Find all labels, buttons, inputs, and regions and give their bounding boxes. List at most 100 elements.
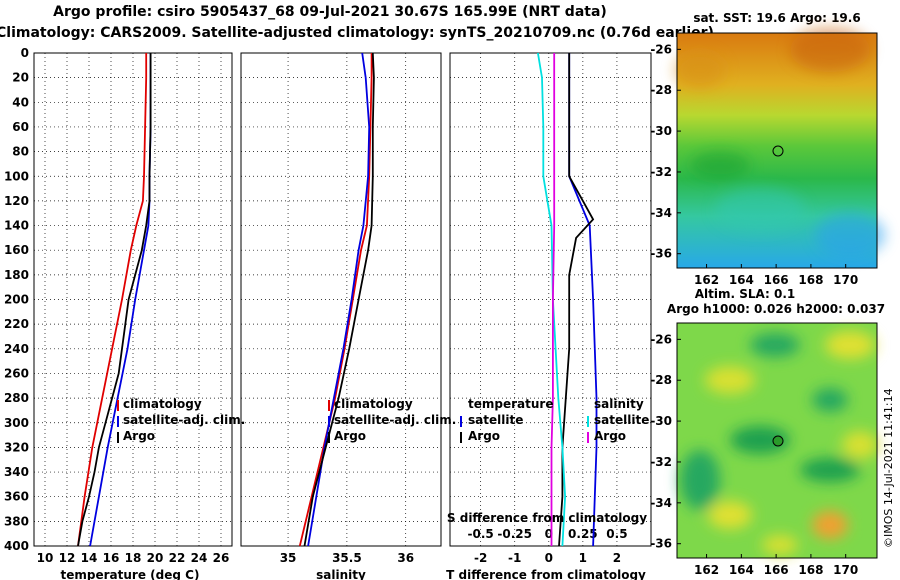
legend-swatch-t-satellite <box>460 416 462 427</box>
sla-high-patch <box>842 431 878 459</box>
difference-legend: temperature satellite Argo salinity sate… <box>460 397 649 443</box>
legend-label-argo: Argo <box>334 429 366 443</box>
temperature-axis-label: temperature (deg C) <box>61 568 200 580</box>
sla-low-patch <box>800 458 860 482</box>
depth-tick-label: 380 <box>4 514 29 528</box>
map-lon-label: 168 <box>798 273 823 287</box>
s-tick-label: 0 <box>545 527 553 541</box>
series-line-satellite-adj-clim- <box>89 53 152 547</box>
series-line-s-argo <box>550 53 556 546</box>
sst-cool-patch <box>715 188 805 232</box>
map-lat-label: -28 <box>650 83 672 97</box>
series-line-climatology <box>77 53 148 547</box>
depth-tick-label: 160 <box>4 243 29 257</box>
depth-tick-label: 20 <box>12 71 29 85</box>
legend-swatch-t-argo <box>460 432 462 443</box>
s-difference-axis-label: S difference from climatology <box>447 511 647 525</box>
depth-tick-label: 260 <box>4 366 29 380</box>
sst-map <box>675 28 885 269</box>
sst-map-frame <box>676 32 878 269</box>
legend-label-t-satellite: satellite <box>468 413 523 427</box>
legend-label-climatology: climatology <box>334 397 413 411</box>
x-tick-label: 20 <box>147 551 164 565</box>
legend-label-s-argo: Argo <box>594 429 626 443</box>
sla-low-patch <box>750 333 800 357</box>
legend-swatch-climatology <box>328 400 330 411</box>
map-lat-label: -26 <box>650 42 672 56</box>
sla-low-patch <box>812 388 848 412</box>
x-tick-label: 14 <box>81 551 98 565</box>
map-lat-label: -32 <box>650 165 672 179</box>
x-tick-label: 18 <box>125 551 142 565</box>
sst-warm-patch <box>790 28 870 72</box>
map-lat-label: -32 <box>650 455 672 469</box>
legend-label-t-argo: Argo <box>468 429 500 443</box>
legend-swatch-argo <box>328 432 330 443</box>
depth-tick-label: 300 <box>4 416 29 430</box>
legend-label-climatology: climatology <box>123 397 202 411</box>
map-lat-label: -30 <box>650 124 672 138</box>
x-tick-label: 12 <box>59 551 76 565</box>
s-tick-label: 0.5 <box>606 527 627 541</box>
sla-high-patch <box>812 511 848 539</box>
sst-map-title: sat. SST: 19.6 Argo: 19.6 <box>693 11 860 25</box>
legend-label-satellite: satellite-adj. clim. <box>123 413 245 427</box>
legend-swatch-argo <box>117 432 119 443</box>
depth-tick-label: 0 <box>21 46 29 60</box>
map-lat-label: -28 <box>650 373 672 387</box>
imos-timestamp: ©IMOS 14-Jul-2021 11:41:14 <box>882 388 895 548</box>
series-line-t-argo <box>558 53 595 547</box>
figure-title-line1: Argo profile: csiro 5905437_68 09-Jul-20… <box>53 4 607 20</box>
legend-swatch-climatology <box>117 400 119 411</box>
s-tick-label: -0.5 <box>468 527 494 541</box>
x-tick-label: 16 <box>103 551 120 565</box>
sla-high-patch <box>825 331 875 359</box>
depth-tick-label: 140 <box>4 219 29 233</box>
argo-position-marker <box>772 435 784 447</box>
x-tick-label: 36 <box>397 551 414 565</box>
sst-warm-patch <box>675 52 725 88</box>
depth-tick-label: 200 <box>4 293 29 307</box>
sst-cool-patch <box>815 213 885 257</box>
sla-high-patch <box>705 366 755 394</box>
x-tick-label: 22 <box>169 551 186 565</box>
map-lon-label: 162 <box>694 273 719 287</box>
map-lon-label: 170 <box>833 273 858 287</box>
sla-map <box>676 322 878 559</box>
x-tick-label: 35 <box>280 551 297 565</box>
depth-tick-label: 340 <box>4 465 29 479</box>
map-lat-label: -34 <box>650 206 672 220</box>
map-lon-label: 166 <box>764 273 789 287</box>
x-tick-label: 10 <box>37 551 54 565</box>
map-lon-label: 164 <box>729 273 754 287</box>
map-lon-label: 162 <box>694 563 719 577</box>
sla-map-frame <box>676 322 878 559</box>
argo-position-marker <box>772 145 784 157</box>
legend-label-satellite: satellite-adj. clim. <box>334 413 456 427</box>
legend-heading-salinity: salinity <box>594 397 644 411</box>
depth-tick-label: 120 <box>4 194 29 208</box>
depth-tick-label: 240 <box>4 342 29 356</box>
legend-swatch-satellite <box>117 416 119 427</box>
x-tick-label: -1 <box>508 551 521 565</box>
sla-low-patch <box>730 426 790 454</box>
depth-tick-label: 40 <box>12 95 29 109</box>
legend-swatch-s-satellite <box>587 416 589 427</box>
map-lat-label: -36 <box>650 247 672 261</box>
sla-map-subtitle: Argo h1000: 0.026 h2000: 0.037 <box>667 302 885 316</box>
legend-swatch-s-argo <box>587 432 589 443</box>
x-tick-label: 35.5 <box>332 551 362 565</box>
map-lat-label: -34 <box>650 496 672 510</box>
map-lon-label: 166 <box>764 563 789 577</box>
depth-tick-label: 100 <box>4 169 29 183</box>
legend-heading-temperature: temperature <box>468 397 553 411</box>
depth-tick-label: 280 <box>4 391 29 405</box>
t-difference-axis-label: T difference from climatology <box>446 568 646 580</box>
depth-tick-label: 400 <box>4 539 29 553</box>
depth-tick-label: 60 <box>12 120 29 134</box>
salinity-legend: climatology satellite-adj. clim. Argo <box>328 397 456 443</box>
map-lon-label: 170 <box>833 563 858 577</box>
depth-tick-label: 180 <box>4 268 29 282</box>
depth-tick-label: 360 <box>4 490 29 504</box>
